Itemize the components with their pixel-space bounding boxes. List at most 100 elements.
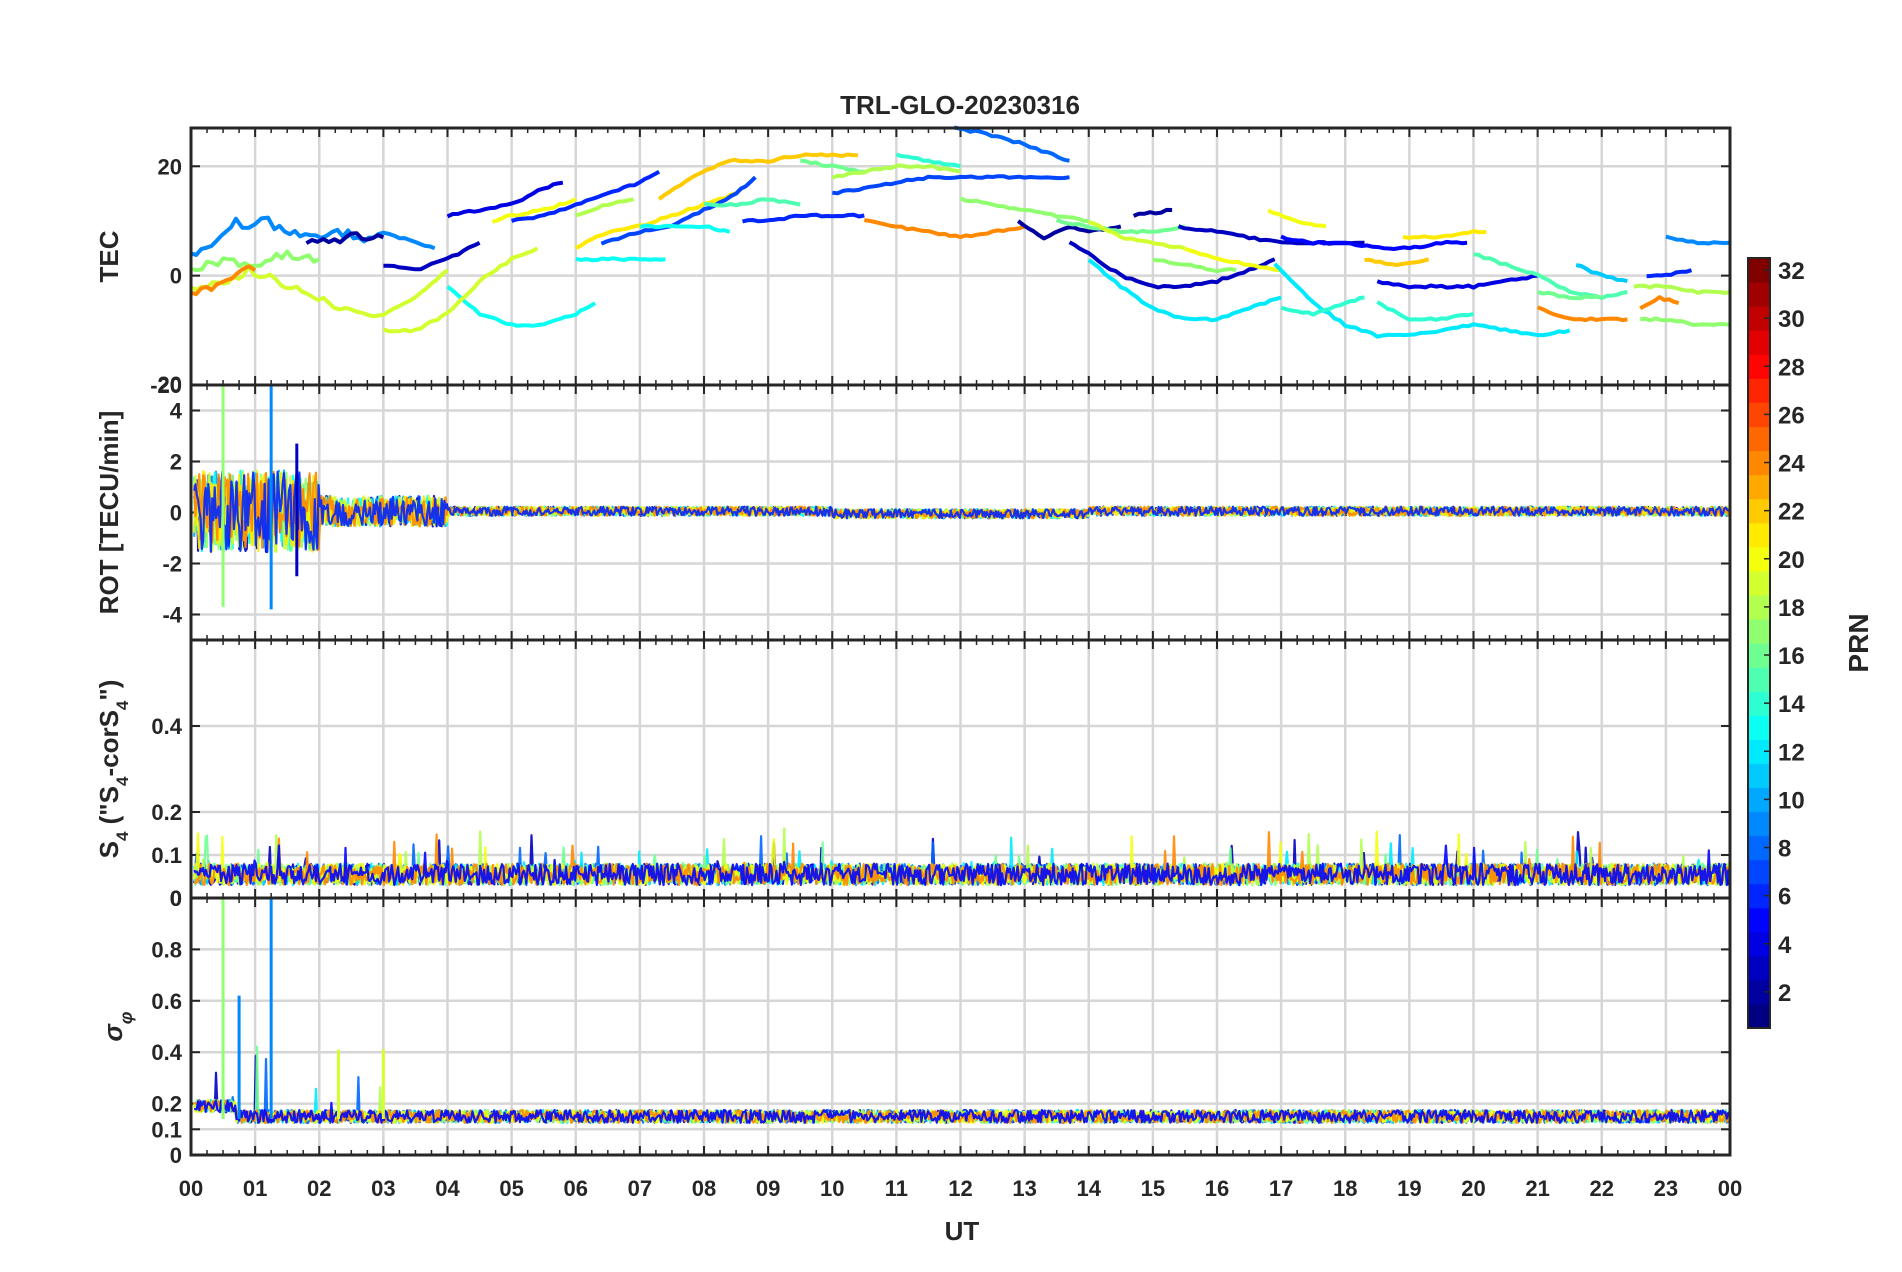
- y-tick-label: 4: [170, 399, 183, 424]
- tec-series-prn-24-3: [190, 264, 257, 297]
- colorbar-swatch-32: [1748, 258, 1770, 283]
- tec-series-prn-14-37: [1280, 295, 1365, 317]
- panel-sigma: 00.10.2 0.4 0.6 0.8 σφ: [98, 896, 1732, 1168]
- panel-frame: [189, 896, 1732, 1157]
- y-tick-label: 0.8: [151, 937, 182, 962]
- x-tick-label: 14: [1077, 1176, 1102, 1201]
- colorbar-swatch-25: [1748, 426, 1770, 452]
- colorbar-tick-label: 10: [1778, 787, 1805, 814]
- colorbar-tick-label: 2: [1778, 980, 1791, 1007]
- colorbar-swatch-23: [1748, 474, 1770, 500]
- series-group-s4: [193, 827, 1731, 887]
- tec-series-prn-15-17: [703, 197, 801, 208]
- tec-series-prn-15-43: [1473, 252, 1628, 301]
- colorbar-swatch-14: [1748, 691, 1770, 716]
- colorbar-label: PRN: [1843, 613, 1874, 672]
- y-tick-label: 0.6: [151, 989, 182, 1014]
- y-tick-label: 0: [170, 264, 182, 289]
- y-tick-label: 0: [170, 1143, 182, 1168]
- tec-series-prn-9-50: [1665, 234, 1731, 246]
- y-tick-label: 0.4: [151, 714, 182, 739]
- tec-series-prn-4-41: [1376, 273, 1538, 290]
- tec-series-prn-18-23: [831, 163, 961, 180]
- x-tick-label: 03: [371, 1176, 395, 1201]
- colorbar-swatch-2: [1748, 979, 1770, 1005]
- colorbar-swatch-15: [1748, 667, 1770, 692]
- colorbar-tick-label: 28: [1778, 354, 1805, 381]
- tec-series-prn-6-10: [511, 169, 661, 223]
- colorbar-tick-label: 24: [1778, 451, 1805, 478]
- x-tick-label: 23: [1654, 1176, 1678, 1201]
- tec-series-prn-14-22: [895, 152, 961, 169]
- panel-edge-label: 20: [158, 372, 182, 397]
- tec-series-prn-13-12: [575, 256, 666, 263]
- tec-series-prn-9-0: [190, 215, 436, 257]
- colorbar-swatch-20: [1748, 546, 1770, 572]
- colorbar-tick-label: 8: [1778, 836, 1791, 863]
- colorbar-swatch-17: [1748, 618, 1770, 644]
- x-tick-label: 04: [435, 1176, 460, 1201]
- x-tick-label: 12: [948, 1176, 972, 1201]
- colorbar-swatch-1: [1748, 1003, 1770, 1029]
- colorbar-tick-label: 16: [1778, 643, 1805, 670]
- colorbar-swatch-6: [1748, 883, 1770, 909]
- tec-series-prn-22-14: [657, 152, 858, 201]
- colorbar-swatch-22: [1748, 498, 1770, 524]
- colorbar-tick-label: 32: [1778, 258, 1805, 285]
- tec-series-prn-19-8: [382, 246, 539, 334]
- x-tick-label: 07: [628, 1176, 652, 1201]
- colorbar-tick-label: 18: [1778, 595, 1805, 622]
- y-tick-label: 2: [170, 450, 182, 475]
- y-tick-label: 0.1: [151, 1117, 182, 1142]
- y-tick-label: -2: [162, 552, 182, 577]
- colorbar-tick-label: 22: [1778, 499, 1805, 526]
- y-tick-label: 20: [158, 154, 182, 179]
- colorbar-tick-label: 12: [1778, 739, 1805, 766]
- colorbar-swatch-24: [1748, 450, 1770, 476]
- y-tick-label: 0.1: [151, 843, 182, 868]
- panel-tec: -20 0 20 TEC: [94, 125, 1732, 398]
- tec-series-prn-24-47: [1639, 295, 1680, 311]
- colorbar-frame: [1747, 257, 1771, 1029]
- tec-series-prn-17-25: [959, 196, 1089, 223]
- tec-series-prn-4-6: [446, 180, 564, 219]
- colorbar-tick-label: 4: [1778, 932, 1792, 959]
- tec-series-prn-18-49: [1633, 283, 1731, 295]
- chart-title: TRL-GLO-20230316: [840, 90, 1080, 120]
- y-tick-label: 0: [170, 501, 182, 526]
- tec-series-prn-11-46: [1575, 263, 1628, 284]
- panel-rot: -4 -2 0 2 4 ROT [TECU/min]: [94, 383, 1732, 642]
- x-tick-label: 11: [885, 1176, 908, 1201]
- tec-series-prn-13-16: [639, 223, 731, 234]
- tec-series-prn-7-19: [832, 174, 1070, 196]
- x-tick-label: 13: [1012, 1176, 1036, 1201]
- colorbar-swatch-10: [1748, 787, 1770, 813]
- y-tick-label: 0.2: [151, 800, 182, 825]
- colorbar-swatch-29: [1748, 330, 1770, 355]
- tec-series-prn-21-40: [1402, 229, 1487, 240]
- colorbar-tick-label: 20: [1778, 547, 1805, 574]
- tec-series-prn-6-51: [1646, 268, 1693, 279]
- s4-series-prn-5: [193, 844, 1731, 887]
- tec-series-prn-20-33: [1184, 246, 1282, 273]
- y-tick-label: 0.2: [151, 1092, 182, 1117]
- colorbar-swatch-11: [1748, 763, 1770, 788]
- tec-series-prn-16-28: [1055, 218, 1186, 235]
- colorbar-swatch-13: [1748, 715, 1770, 740]
- colorbar-swatch-26: [1748, 402, 1770, 428]
- tec-series-prn-20-9: [491, 197, 577, 224]
- colorbar-swatch-28: [1748, 354, 1770, 379]
- tec-series-prn-2-4: [305, 231, 385, 245]
- tec-series-prn-8-24: [953, 125, 1070, 163]
- colorbar-tick-label: 14: [1778, 691, 1805, 718]
- colorbar-swatch-16: [1748, 643, 1770, 668]
- colorbar-swatch-21: [1748, 522, 1770, 548]
- x-tick-label: 09: [756, 1176, 780, 1201]
- colorbar-tick-label: 30: [1778, 306, 1805, 333]
- colorbar-swatch-3: [1748, 955, 1770, 981]
- y-tick-label: 0.4: [151, 1040, 182, 1065]
- colorbar-swatch-9: [1748, 811, 1770, 837]
- y-tick-label: 0: [170, 886, 182, 911]
